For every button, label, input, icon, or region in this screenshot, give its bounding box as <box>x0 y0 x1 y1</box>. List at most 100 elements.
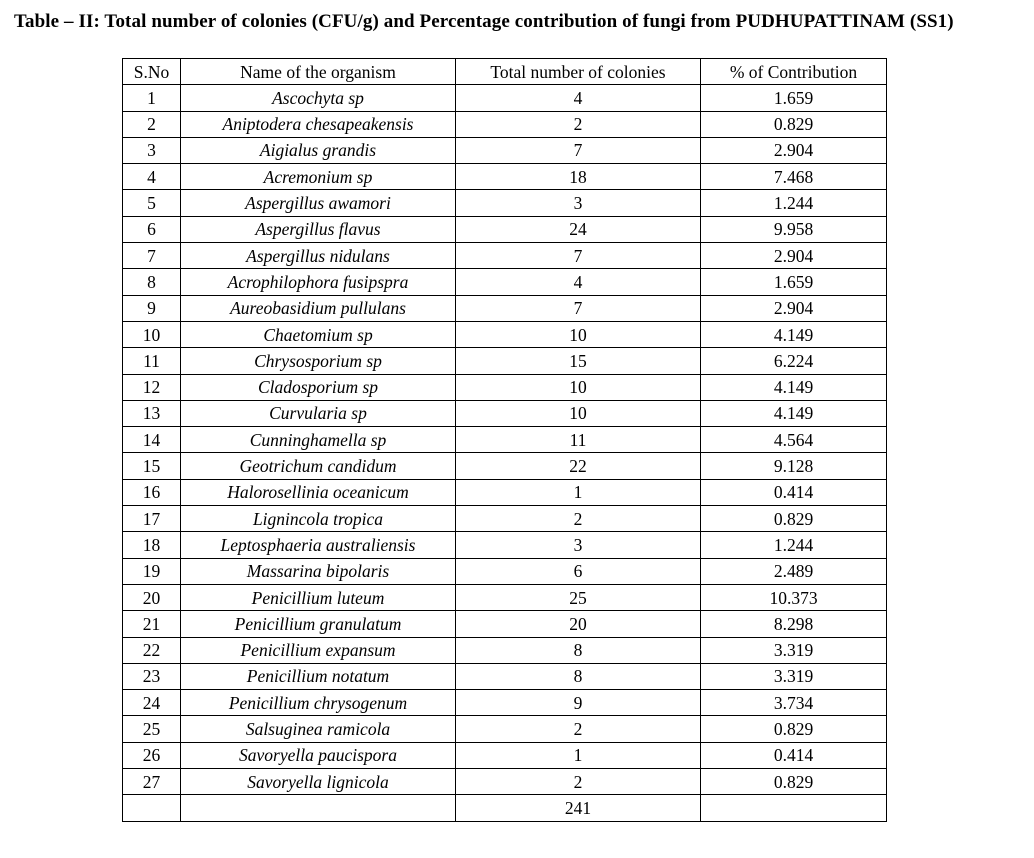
cell-sno: 6 <box>122 215 181 244</box>
header-contribution: % of Contribution <box>700 57 887 86</box>
cell-sno: 20 <box>122 583 181 612</box>
cell-colonies: 10 <box>455 399 701 428</box>
cell-contribution: 9.128 <box>700 452 887 480</box>
table-row: 12 Cladosporium sp 10 4.149 <box>122 373 887 401</box>
table-row: 21 Penicillium granulatum 20 8.298 <box>122 610 887 638</box>
cell-colonies: 22 <box>455 452 701 480</box>
total-sno-empty <box>122 794 181 822</box>
table-row: 18 Leptosphaeria australiensis 3 1.244 <box>122 531 887 559</box>
cell-contribution: 9.958 <box>700 215 887 244</box>
cell-colonies: 1 <box>455 741 701 770</box>
table-row: 6 Aspergillus flavus 24 9.958 <box>122 215 887 244</box>
cell-colonies: 2 <box>455 768 701 796</box>
cell-colonies: 25 <box>455 583 701 612</box>
table-row: 9 Aureobasidium pullulans 7 2.904 <box>122 294 887 322</box>
cell-organism: Halorosellinia oceanicum <box>180 478 456 507</box>
cell-organism: Savoryella lignicola <box>180 768 456 796</box>
table-row: 23 Penicillium notatum 8 3.319 <box>122 662 887 691</box>
cell-organism: Salsuginea ramicola <box>180 715 456 743</box>
cell-organism: Aigialus grandis <box>180 136 456 165</box>
cell-contribution: 0.829 <box>700 505 887 533</box>
table-row: 19 Massarina bipolaris 6 2.489 <box>122 557 887 585</box>
cell-colonies: 18 <box>455 163 701 191</box>
cell-sno: 17 <box>122 505 181 533</box>
cell-colonies: 8 <box>455 636 701 664</box>
cell-sno: 1 <box>122 84 181 112</box>
table-row: 22 Penicillium expansum 8 3.319 <box>122 636 887 664</box>
cell-colonies: 11 <box>455 426 701 454</box>
cell-contribution: 2.904 <box>700 294 887 322</box>
table-row: 25 Salsuginea ramicola 2 0.829 <box>122 715 887 743</box>
cell-organism: Penicillium luteum <box>180 583 456 612</box>
cell-colonies: 10 <box>455 373 701 401</box>
cell-colonies: 1 <box>455 478 701 507</box>
cell-sno: 14 <box>122 426 181 454</box>
cell-organism: Aspergillus flavus <box>180 215 456 244</box>
cell-organism: Chaetomium sp <box>180 320 456 349</box>
header-organism: Name of the organism <box>180 57 456 86</box>
cell-contribution: 2.489 <box>700 557 887 585</box>
table-row: 7 Aspergillus nidulans 7 2.904 <box>122 242 887 270</box>
cell-colonies: 4 <box>455 268 701 296</box>
fungi-colonies-table: S.No Name of the organism Total number o… <box>122 57 887 822</box>
cell-sno: 8 <box>122 268 181 296</box>
cell-colonies: 9 <box>455 689 701 717</box>
cell-sno: 26 <box>122 741 181 770</box>
cell-contribution: 0.829 <box>700 715 887 743</box>
cell-contribution: 7.468 <box>700 163 887 191</box>
header-row: S.No Name of the organism Total number o… <box>122 57 887 86</box>
cell-sno: 19 <box>122 557 181 585</box>
cell-organism: Massarina bipolaris <box>180 557 456 585</box>
cell-organism: Aspergillus awamori <box>180 189 456 217</box>
cell-colonies: 4 <box>455 84 701 112</box>
total-colonies-value: 241 <box>455 794 701 822</box>
cell-colonies: 3 <box>455 189 701 217</box>
table-row: 27 Savoryella lignicola 2 0.829 <box>122 768 887 796</box>
cell-colonies: 10 <box>455 320 701 349</box>
cell-sno: 27 <box>122 768 181 796</box>
cell-sno: 2 <box>122 110 181 138</box>
cell-sno: 13 <box>122 399 181 428</box>
cell-contribution: 6.224 <box>700 347 887 375</box>
cell-colonies: 8 <box>455 662 701 691</box>
cell-sno: 22 <box>122 636 181 664</box>
cell-organism: Lignincola tropica <box>180 505 456 533</box>
cell-organism: Acremonium sp <box>180 163 456 191</box>
cell-colonies: 7 <box>455 294 701 322</box>
cell-organism: Penicillium granulatum <box>180 610 456 638</box>
cell-contribution: 4.564 <box>700 426 887 454</box>
table-row: 10 Chaetomium sp 10 4.149 <box>122 320 887 349</box>
cell-organism: Aniptodera chesapeakensis <box>180 110 456 138</box>
cell-sno: 11 <box>122 347 181 375</box>
cell-organism: Acrophilophora fusipspra <box>180 268 456 296</box>
cell-sno: 24 <box>122 689 181 717</box>
cell-sno: 15 <box>122 452 181 480</box>
table-row: 4 Acremonium sp 18 7.468 <box>122 163 887 191</box>
cell-colonies: 2 <box>455 715 701 743</box>
cell-organism: Penicillium chrysogenum <box>180 689 456 717</box>
cell-contribution: 2.904 <box>700 242 887 270</box>
table-row: 24 Penicillium chrysogenum 9 3.734 <box>122 689 887 717</box>
cell-organism: Penicillium expansum <box>180 636 456 664</box>
cell-sno: 23 <box>122 662 181 691</box>
cell-organism: Aureobasidium pullulans <box>180 294 456 322</box>
header-sno: S.No <box>122 57 181 86</box>
cell-sno: 16 <box>122 478 181 507</box>
cell-sno: 7 <box>122 242 181 270</box>
cell-organism: Chrysosporium sp <box>180 347 456 375</box>
cell-colonies: 2 <box>455 505 701 533</box>
header-colonies: Total number of colonies <box>455 57 701 86</box>
cell-contribution: 2.904 <box>700 136 887 165</box>
table-row: 1 Ascochyta sp 4 1.659 <box>122 84 887 112</box>
table-row: 26 Savoryella paucispora 1 0.414 <box>122 741 887 770</box>
cell-contribution: 0.414 <box>700 478 887 507</box>
table-row: 15 Geotrichum candidum 22 9.128 <box>122 452 887 480</box>
cell-colonies: 7 <box>455 136 701 165</box>
table-caption: Table – II: Total number of colonies (CF… <box>14 11 954 32</box>
cell-sno: 21 <box>122 610 181 638</box>
cell-sno: 18 <box>122 531 181 559</box>
cell-contribution: 10.373 <box>700 583 887 612</box>
cell-colonies: 6 <box>455 557 701 585</box>
cell-sno: 25 <box>122 715 181 743</box>
cell-contribution: 4.149 <box>700 399 887 428</box>
